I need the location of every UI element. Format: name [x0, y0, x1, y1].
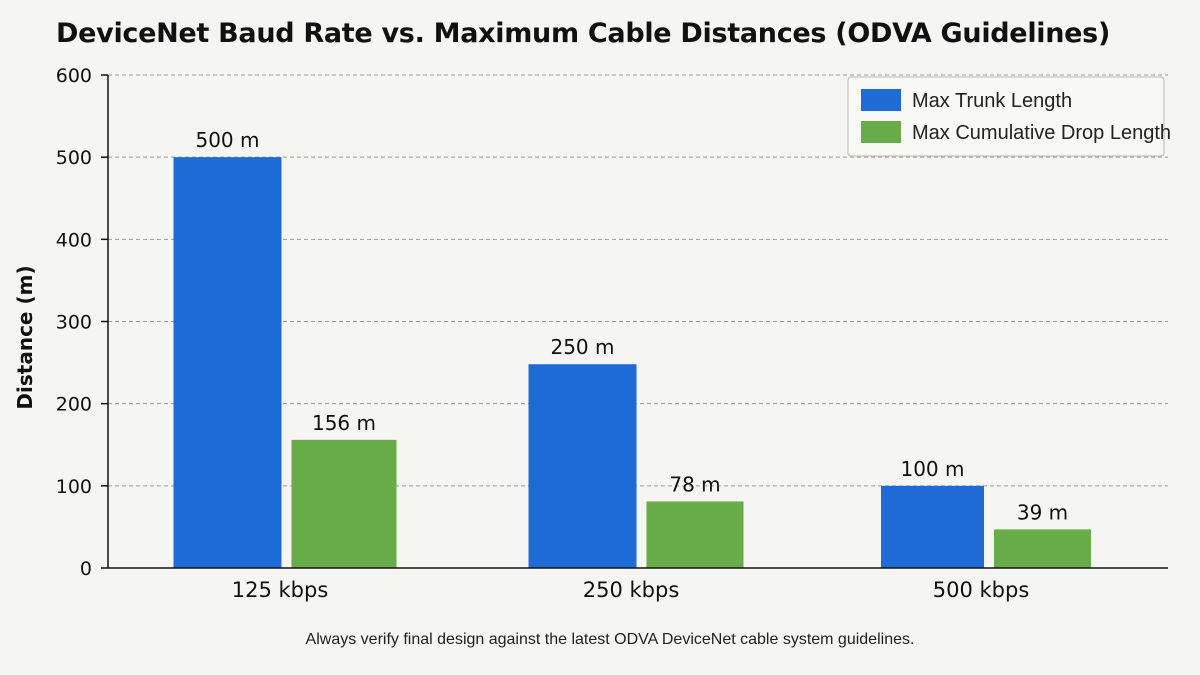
bar-value-label: 156 m	[312, 411, 376, 435]
data-labels: 500 m 156 m 250 m 78 m 100 m 39 m	[195, 128, 1068, 524]
trunk-length-bar	[881, 485, 984, 568]
trunk-length-bar	[173, 157, 282, 568]
drop-length-bar	[291, 439, 397, 568]
bar-value-label: 100 m	[900, 457, 964, 481]
y-tick-label: 300	[56, 312, 92, 334]
y-tick-label: 400	[56, 229, 92, 251]
y-tick-label: 600	[56, 65, 92, 87]
bar-value-label: 250 m	[550, 335, 614, 359]
legend-box	[847, 76, 1165, 157]
legend-label: Max Trunk Length	[912, 90, 1072, 112]
trunk-length-bar	[528, 364, 637, 568]
y-tick-label: 200	[56, 394, 92, 416]
axes: 0 100 200 300 400 500 600 Distance (m) 125 kbps 2…	[13, 65, 1168, 602]
y-tick-label: 100	[56, 476, 92, 498]
gridlines	[108, 74, 1168, 487]
bars	[173, 157, 1091, 568]
legend-swatch-drop	[861, 121, 901, 143]
x-category-label: 125 kbps	[232, 578, 329, 602]
bar-value-label: 500 m	[195, 128, 259, 152]
chart-title: DeviceNet Baud Rate vs. Maximum Cable Di…	[56, 18, 1110, 49]
y-tick-label: 500	[56, 147, 92, 169]
drop-length-bar	[994, 529, 1091, 568]
footnote: Always verify final design against the l…	[305, 631, 915, 648]
bar-value-label: 78 m	[669, 472, 720, 496]
y-axis-title: Distance (m)	[13, 265, 37, 409]
y-tick-label: 0	[80, 558, 92, 580]
legend: Max Trunk Length Max Cumulative Drop Leng…	[847, 76, 1171, 157]
drop-length-bar	[646, 501, 744, 568]
legend-swatch-trunk	[861, 89, 901, 111]
legend-label: Max Cumulative Drop Length	[912, 122, 1171, 144]
bar-value-label: 39 m	[1017, 500, 1068, 524]
x-category-label: 250 kbps	[583, 578, 680, 602]
x-category-label: 500 kbps	[933, 578, 1030, 602]
